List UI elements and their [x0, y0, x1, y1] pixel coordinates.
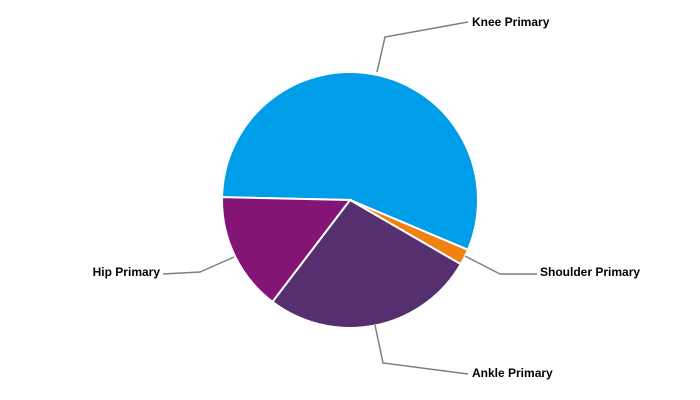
slice-label: Knee Primary	[472, 15, 550, 29]
leader-line	[374, 324, 469, 375]
pie-slice	[221, 71, 479, 252]
slice-label: Ankle Primary	[472, 366, 553, 380]
leader-line	[376, 21, 469, 73]
slice-label: Hip Primary	[93, 265, 161, 279]
leader-line	[464, 255, 537, 275]
leader-line	[162, 256, 235, 275]
pie-slice	[221, 196, 352, 304]
slice-label: Shoulder Primary	[540, 265, 640, 279]
